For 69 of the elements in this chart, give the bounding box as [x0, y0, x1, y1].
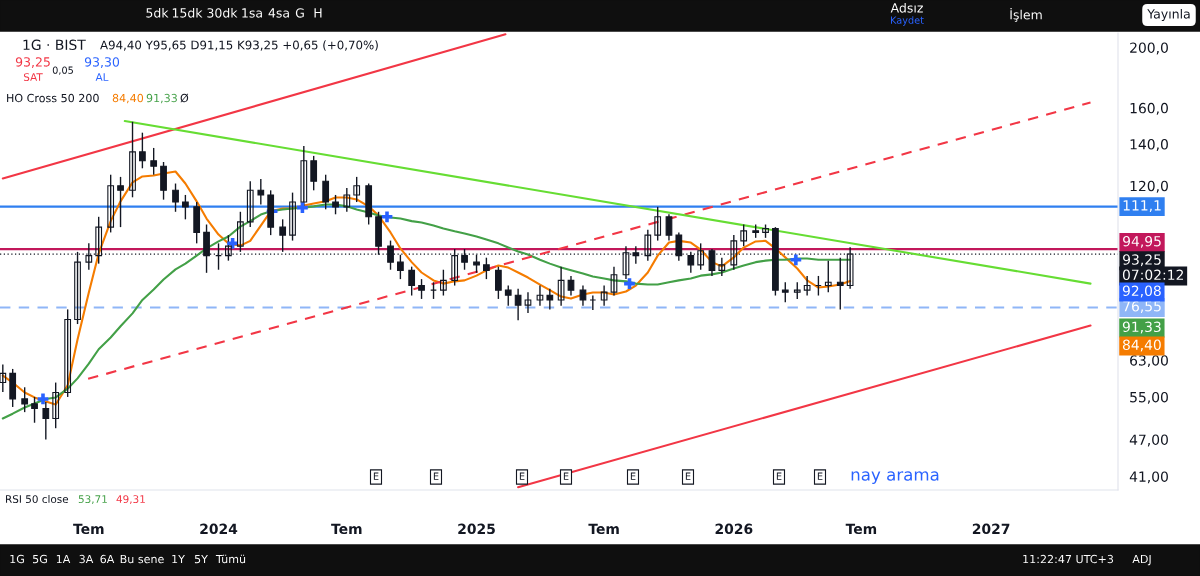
text: 30dk [207, 7, 238, 18]
text: 92,08 [1122, 285, 1161, 298]
text: Bu sene [120, 554, 164, 564]
x-tick-label: Tem [331, 523, 362, 535]
annotation: E [563, 472, 569, 480]
text: 1Y [172, 554, 185, 564]
annotation: E [373, 472, 379, 480]
text: 15dk [172, 7, 203, 18]
text: 1sa [242, 8, 262, 18]
y-tick-label: 160,0 [1130, 102, 1168, 115]
annotation: 91,33 [146, 93, 177, 104]
text: 11:22:47 UTC+3 [1023, 554, 1114, 564]
annotation: HO Cross 50 200 [7, 93, 99, 103]
annotation: 84,40 [112, 93, 144, 104]
text: G [295, 8, 304, 18]
text: 1G [10, 554, 24, 564]
text: 3A [79, 554, 94, 564]
annotation: 93,25 [15, 57, 50, 68]
text: 07:02:12 [1122, 269, 1183, 281]
annotation: E [630, 472, 636, 480]
text: RSI 50 close [6, 494, 69, 504]
annotation: 93,30 [84, 57, 120, 68]
x-tick-label: 2025 [458, 523, 495, 535]
text: 5G [33, 554, 47, 564]
text: 6A [100, 554, 115, 564]
ref-line-label: 111,1 [1123, 200, 1161, 213]
ref-line-label: 76,55 [1123, 300, 1161, 313]
y-tick-label: 140,0 [1130, 139, 1168, 151]
annotation: E [519, 472, 525, 480]
x-tick-label: 2024 [200, 523, 238, 535]
text: 84,40 [1122, 339, 1161, 352]
y-tick-label: 200,0 [1130, 42, 1168, 55]
annotation: AL [95, 73, 109, 81]
annotation: E [817, 472, 823, 480]
text: A94,40 Y95,65 D91,15 K93,25 +0,65 (+0,70%) [100, 40, 378, 51]
y-tick-label: 55,00 [1130, 391, 1168, 404]
x-tick-label: 2027 [972, 523, 1010, 535]
x-tick-label: Tem [588, 523, 619, 535]
ref-line-label: 94,95 [1123, 235, 1161, 248]
annotation: Ø [180, 93, 189, 103]
y-tick-label: 120,0 [1130, 180, 1168, 193]
annotation: E [776, 472, 782, 480]
text: Yayınla [1147, 8, 1190, 22]
y-tick-label: 63,00 [1130, 355, 1168, 368]
annotation: E [685, 472, 691, 480]
text: 4sa [268, 8, 289, 18]
ref-line-label: 93,25 [1123, 254, 1161, 267]
chart-title: 1G · BIST [23, 39, 86, 51]
text: 5dk [146, 7, 169, 18]
y-tick-label: 47,00 [1129, 434, 1168, 447]
annotation: E [433, 472, 439, 480]
text: 5Y [194, 554, 208, 564]
annotation: 0,05 [52, 66, 73, 75]
text: H [314, 8, 322, 18]
x-tick-label: Tem [73, 523, 104, 535]
annotation: SAT [23, 73, 43, 82]
text: 53,71 [78, 495, 107, 505]
text: 1A [56, 554, 71, 564]
text: Adsız [890, 2, 923, 13]
x-tick-label: Tem [845, 523, 877, 535]
x-tick-label: 2026 [715, 523, 753, 535]
text: Kaydet [891, 16, 924, 26]
text: 91,33 [1122, 321, 1161, 334]
y-tick-label: 41,00 [1129, 471, 1168, 484]
text: ADJ [1132, 554, 1151, 566]
text: 49,31 [116, 495, 145, 505]
text: İşlem [1010, 7, 1042, 22]
annotation: nay arama [851, 471, 939, 485]
text: Tümü [215, 554, 246, 564]
